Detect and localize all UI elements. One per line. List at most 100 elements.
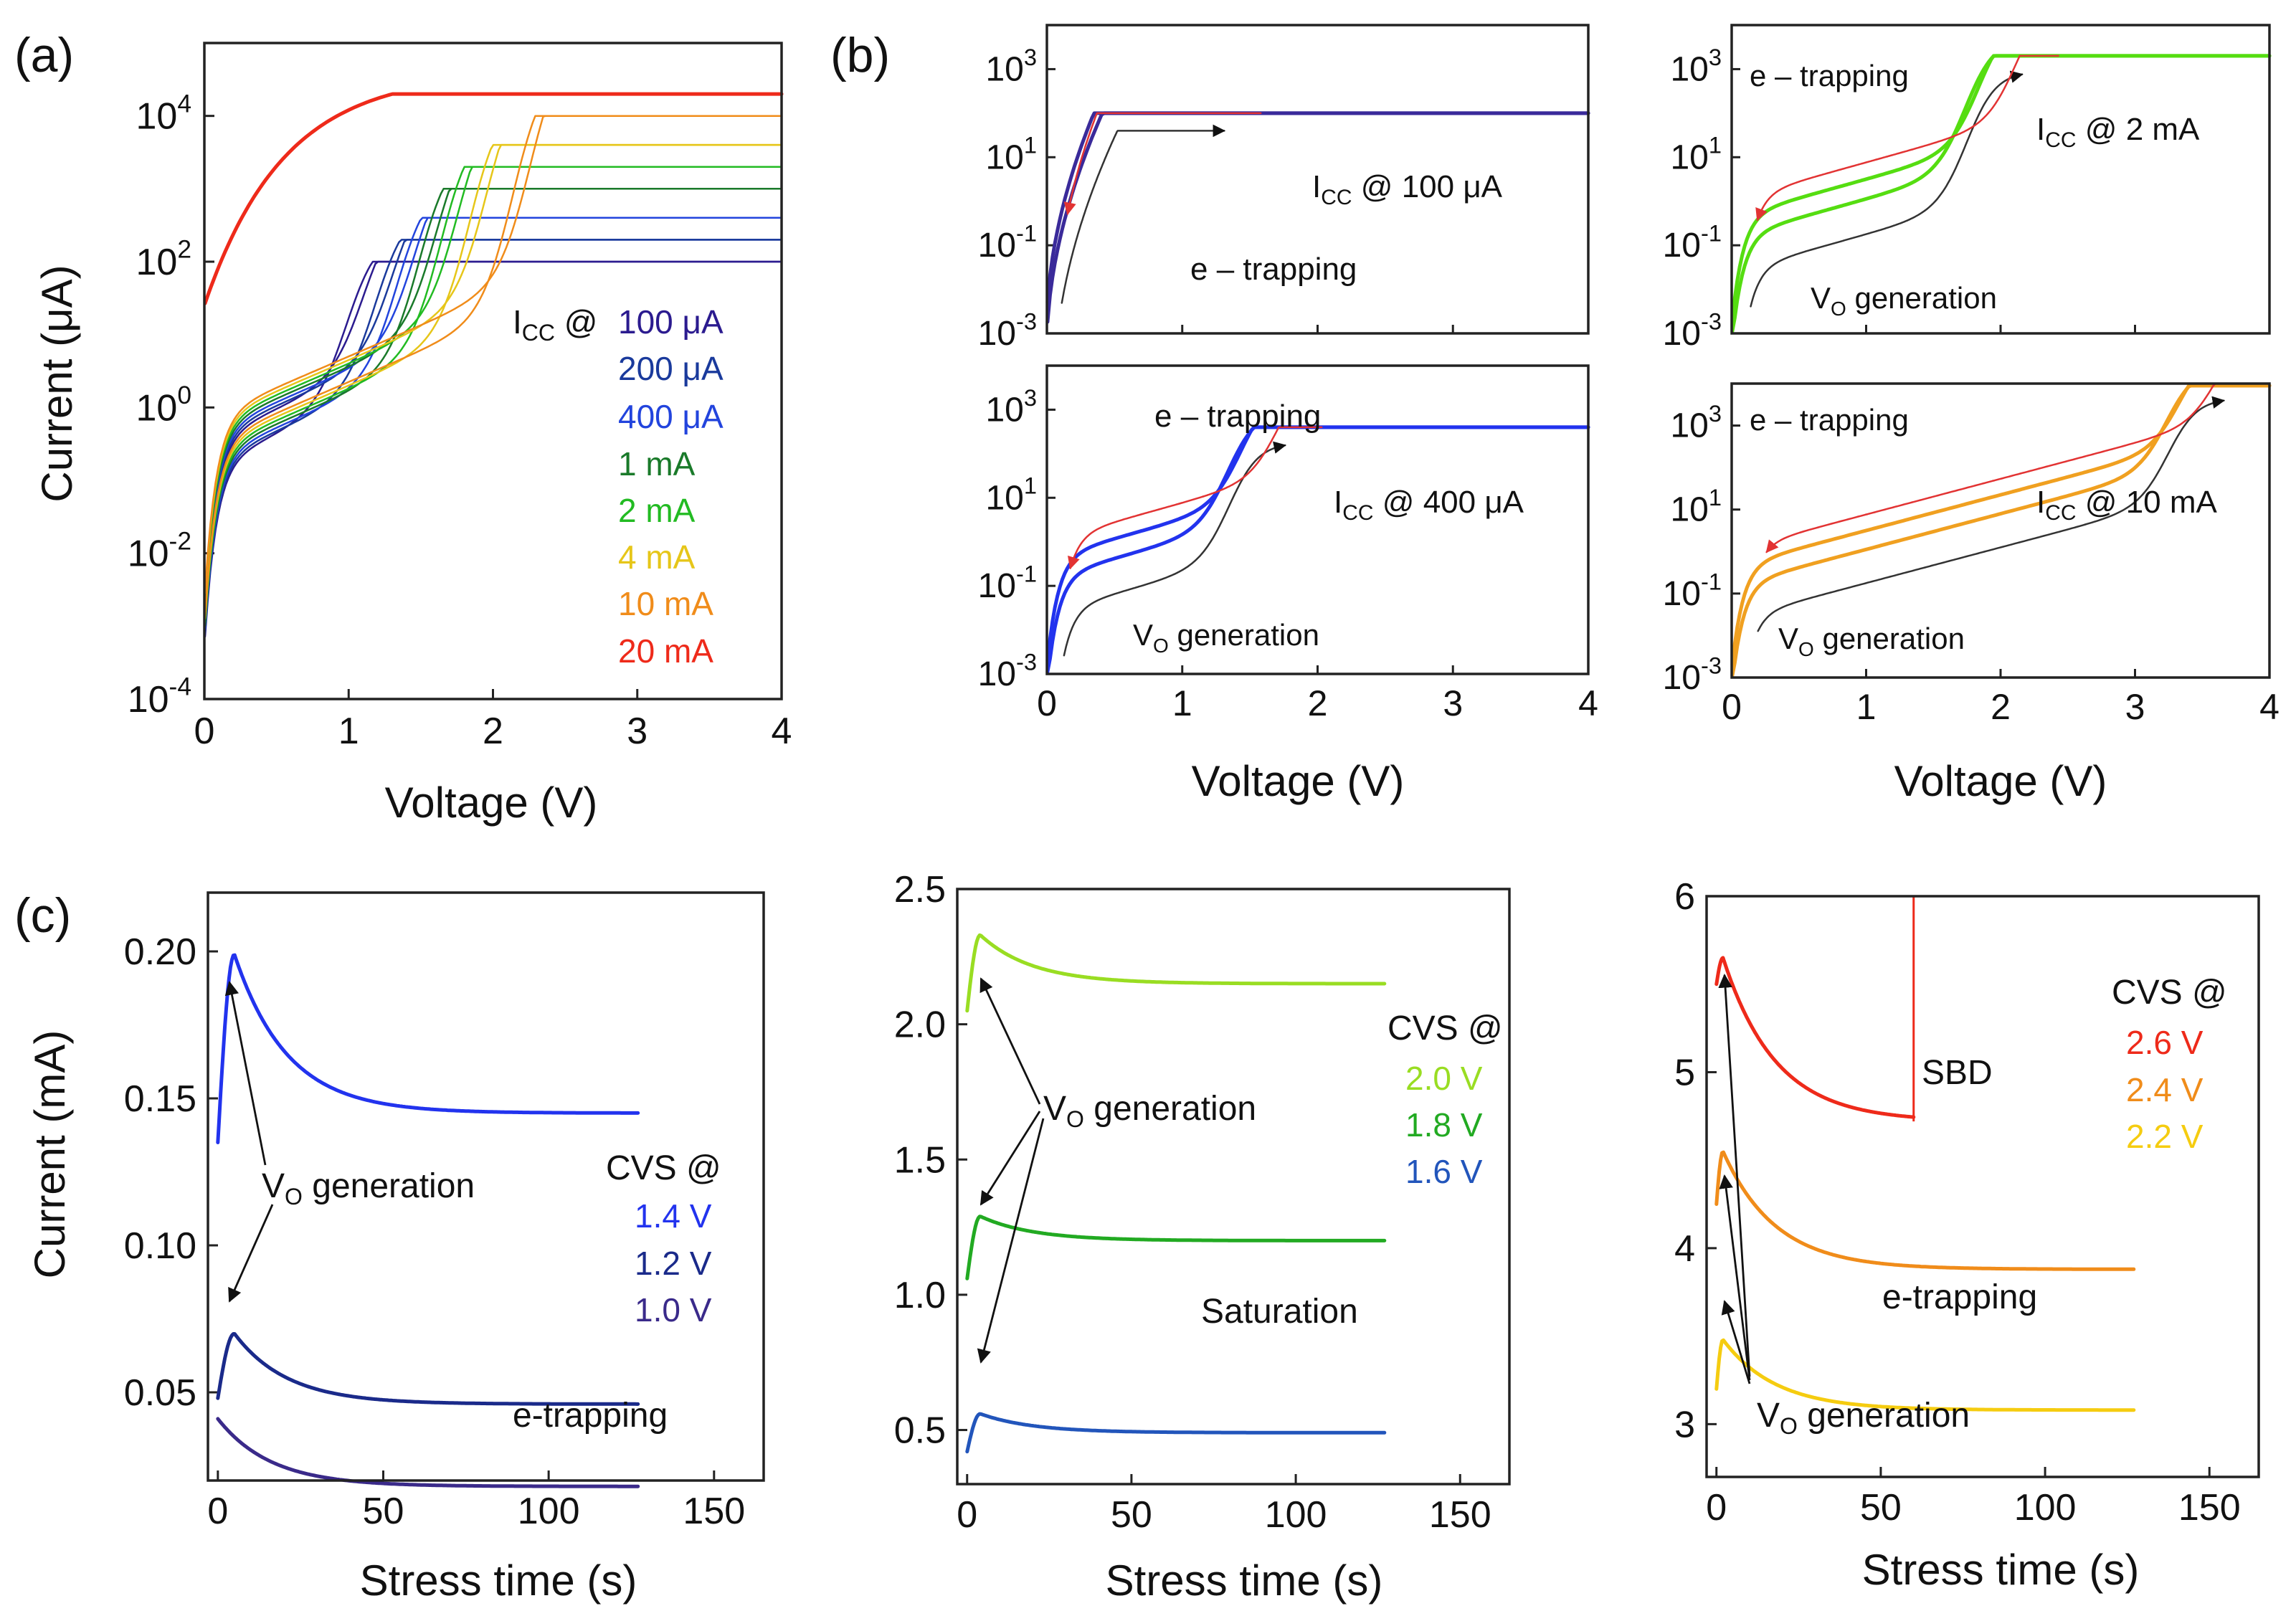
chart-c2-series-1: [965, 1215, 1387, 1280]
chart-b4-xtick-label: 4: [2259, 687, 2280, 727]
chart-a-ylabel: Current (μA): [33, 265, 81, 502]
chart-a-xlabel: Voltage (V): [385, 779, 598, 827]
chart-a-legend-2: 400 μA: [618, 398, 724, 435]
chart-c1-plot: 0 50 100 150 0.05 0.10 0.15 0.20: [124, 931, 745, 1532]
chart-b4-icc-label: ICC @ 10 mA: [2036, 485, 2218, 525]
chart-c2-legend-2: 1.6 V: [1405, 1153, 1483, 1190]
chart-b3-xtick-label: 0: [1037, 683, 1057, 723]
chart-b1-icc-label: ICC @ 100 μA: [1312, 169, 1503, 209]
chart-a-series-6-sweep-1: [204, 115, 783, 591]
chart-b2-sweep-1: [1730, 54, 2272, 322]
chart-b3-xtick-label: 3: [1443, 683, 1463, 723]
chart-c3-xtick-label: 50: [1860, 1487, 1902, 1529]
chart-c3-ytick-label: 3: [1674, 1404, 1695, 1445]
chart-b4: 0 1 2 3 4 10-3 10-1 101 103 e – trapping ICC @ 1…: [1663, 382, 2280, 805]
chart-c3-legend-0: 2.6 V: [2126, 1024, 2204, 1061]
chart-b3-annot-etrap: e – trapping: [1154, 399, 1321, 434]
chart-c1-arrow-vo-mid: [228, 1204, 274, 1303]
chart-a-plot: 0 1 2 3 4 10-4 10-2 100 102 104: [128, 90, 792, 752]
chart-b2-ytick-label: 10-1: [1663, 220, 1722, 265]
chart-a-legend-6: 10 mA: [618, 585, 713, 622]
chart-b2-frame: [1730, 24, 2271, 335]
chart-b2-annot-vo: VO generation: [1811, 281, 1997, 320]
chart-b3-icc-label: ICC @ 400 μA: [1334, 485, 1524, 525]
chart-c2-arrow-vo-low: [977, 1118, 1045, 1364]
chart-c1: Current (mA) 0 50 100 150 0.05 0.10 0.15 0.20 C…: [26, 891, 765, 1605]
chart-b4-arrow-set: [1757, 396, 2226, 632]
chart-c3-ytick-label: 6: [1674, 876, 1695, 918]
chart-c3-arrow-vo-low: [1721, 1300, 1751, 1384]
chart-a-xtick-label: 1: [338, 711, 359, 752]
chart-c2-legend-0: 2.0 V: [1405, 1060, 1483, 1097]
chart-a-series-0-sweep-1: [204, 260, 783, 612]
chart-a: Current (μA) Voltage (V) 0 1 2 3 4 10-4 10-2 10…: [33, 42, 792, 827]
chart-c3-legend-title: CVS @: [2112, 974, 2227, 1012]
chart-b4-annot-etrap: e – trapping: [1750, 403, 1909, 437]
chart-a-legend-3: 1 mA: [618, 445, 696, 483]
chart-b1-arrow-reset: [1063, 112, 1262, 216]
chart-b1-ytick-label: 10-1: [978, 220, 1037, 265]
chart-b2-plot: 10-3 10-1 101 103: [1663, 44, 2272, 353]
chart-a-series-7: [203, 92, 784, 305]
chart-a-xtick-label: 2: [483, 711, 503, 752]
chart-b3-xtick-label: 2: [1308, 683, 1328, 723]
chart-b2-icc-label: ICC @ 2 mA: [2036, 112, 2200, 152]
chart-b4-ytick-label: 10-1: [1663, 568, 1722, 613]
chart-c3-arrow-vo-mid: [1719, 1174, 1751, 1381]
chart-c3-arrow-vo-top: [1718, 974, 1751, 1377]
chart-c2-annot-vo: VO generation: [1043, 1090, 1256, 1132]
chart-c1-xtick-label: 100: [518, 1491, 580, 1532]
chart-c3-plot: 0 50 100 150 3 4 5 6: [1674, 876, 2241, 1529]
chart-c2-xtick-label: 150: [1429, 1494, 1491, 1536]
chart-a-legend-4: 2 mA: [618, 492, 696, 529]
chart-c1-legend-2: 1.0 V: [635, 1291, 712, 1329]
chart-b1-ytick-label: 10-3: [978, 308, 1037, 353]
chart-a-series-4-sweep-0: [204, 166, 783, 623]
chart-b4-xlabel: Voltage (V): [1894, 757, 2107, 805]
chart-b4-frame: [1730, 382, 2271, 679]
chart-c2-xtick-label: 0: [957, 1494, 977, 1536]
chart-b2-arrow-reset: [1755, 54, 2059, 222]
chart-a-series-1-sweep-0: [204, 239, 783, 635]
chart-b3-plot: 0 1 2 3 4 10-3 10-1 101 103: [978, 384, 1598, 723]
chart-a-legend-7: 20 mA: [618, 632, 713, 670]
chart-c1-frame: [207, 891, 765, 1482]
chart-c1-ytick-label: 0.15: [124, 1078, 196, 1120]
chart-c1-legend-title: CVS @: [606, 1149, 721, 1187]
chart-c2-series-0: [965, 933, 1387, 1013]
chart-b4-xtick-label: 2: [1991, 687, 2011, 727]
chart-b4-xtick-label: 3: [2125, 687, 2145, 727]
chart-c2-xlabel: Stress time (s): [1106, 1557, 1383, 1605]
chart-c3-annot-vo: VO generation: [1757, 1397, 1970, 1439]
chart-a-xtick-label: 4: [772, 711, 792, 752]
chart-c1-series-2: [216, 1417, 640, 1488]
chart-a-xtick-label: 0: [194, 711, 215, 752]
chart-c1-series-1: [216, 1332, 640, 1406]
chart-c3-xlabel: Stress time (s): [1862, 1546, 2140, 1594]
chart-b3-annot-vo: VO generation: [1133, 618, 1319, 657]
chart-b3-frame: [1045, 364, 1590, 675]
chart-c1-ytick-label: 0.05: [124, 1372, 196, 1414]
chart-c1-legend-1: 1.2 V: [635, 1245, 712, 1282]
chart-c1-ytick-label: 0.10: [124, 1225, 196, 1267]
chart-c3-series-2: [1714, 1338, 2136, 1412]
chart-b1-plot: 10-3 10-1 101 103: [978, 44, 1590, 353]
chart-c2-ytick-label: 2.0: [894, 1004, 946, 1046]
chart-c2-ytick-label: 0.5: [894, 1410, 946, 1452]
chart-a-ytick-label: 100: [136, 381, 191, 429]
chart-a-ytick-label: 10-4: [128, 673, 191, 721]
chart-a-series-2-sweep-1: [204, 217, 783, 605]
chart-a-legend-1: 200 μA: [618, 350, 724, 387]
chart-b2-arrow-set: [1750, 70, 2024, 308]
chart-b3-arrow-reset: [1067, 426, 1323, 570]
chart-b1-frame: [1045, 24, 1590, 335]
chart-c2-ytick-label: 1.0: [894, 1275, 946, 1316]
chart-c2-ytick-label: 1.5: [894, 1139, 946, 1181]
chart-b4-plot: 0 1 2 3 4 10-3 10-1 101 103: [1663, 382, 2280, 727]
chart-b4-ytick-label: 103: [1670, 400, 1722, 445]
chart-c2-xtick-label: 100: [1265, 1494, 1327, 1536]
chart-c1-xtick-label: 0: [207, 1491, 228, 1532]
chart-c1-xtick-label: 50: [363, 1491, 404, 1532]
chart-a-series-1-sweep-1: [204, 239, 783, 609]
